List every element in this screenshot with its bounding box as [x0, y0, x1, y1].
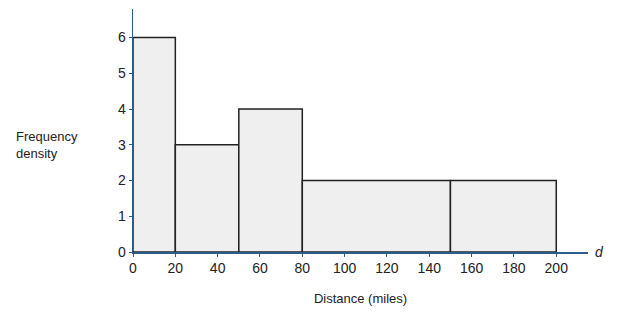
svg-text:0: 0 [129, 260, 137, 276]
svg-text:4: 4 [118, 101, 126, 117]
svg-text:100: 100 [333, 260, 357, 276]
svg-text:3: 3 [118, 137, 126, 153]
svg-text:160: 160 [460, 260, 484, 276]
svg-text:60: 60 [252, 260, 268, 276]
svg-text:1: 1 [118, 208, 126, 224]
svg-text:0: 0 [118, 244, 126, 260]
svg-text:40: 40 [210, 260, 226, 276]
svg-text:120: 120 [375, 260, 399, 276]
svg-text:Frequencydensity: Frequencydensity [16, 129, 78, 161]
svg-text:5: 5 [118, 65, 126, 81]
svg-text:20: 20 [168, 260, 184, 276]
svg-text:d: d [595, 244, 604, 260]
svg-text:200: 200 [545, 260, 569, 276]
svg-text:80: 80 [295, 260, 311, 276]
svg-text:140: 140 [418, 260, 442, 276]
svg-text:6: 6 [118, 29, 126, 45]
svg-text:180: 180 [502, 260, 526, 276]
svg-text:2: 2 [118, 172, 126, 188]
svg-text:Distance (miles): Distance (miles) [314, 291, 407, 306]
